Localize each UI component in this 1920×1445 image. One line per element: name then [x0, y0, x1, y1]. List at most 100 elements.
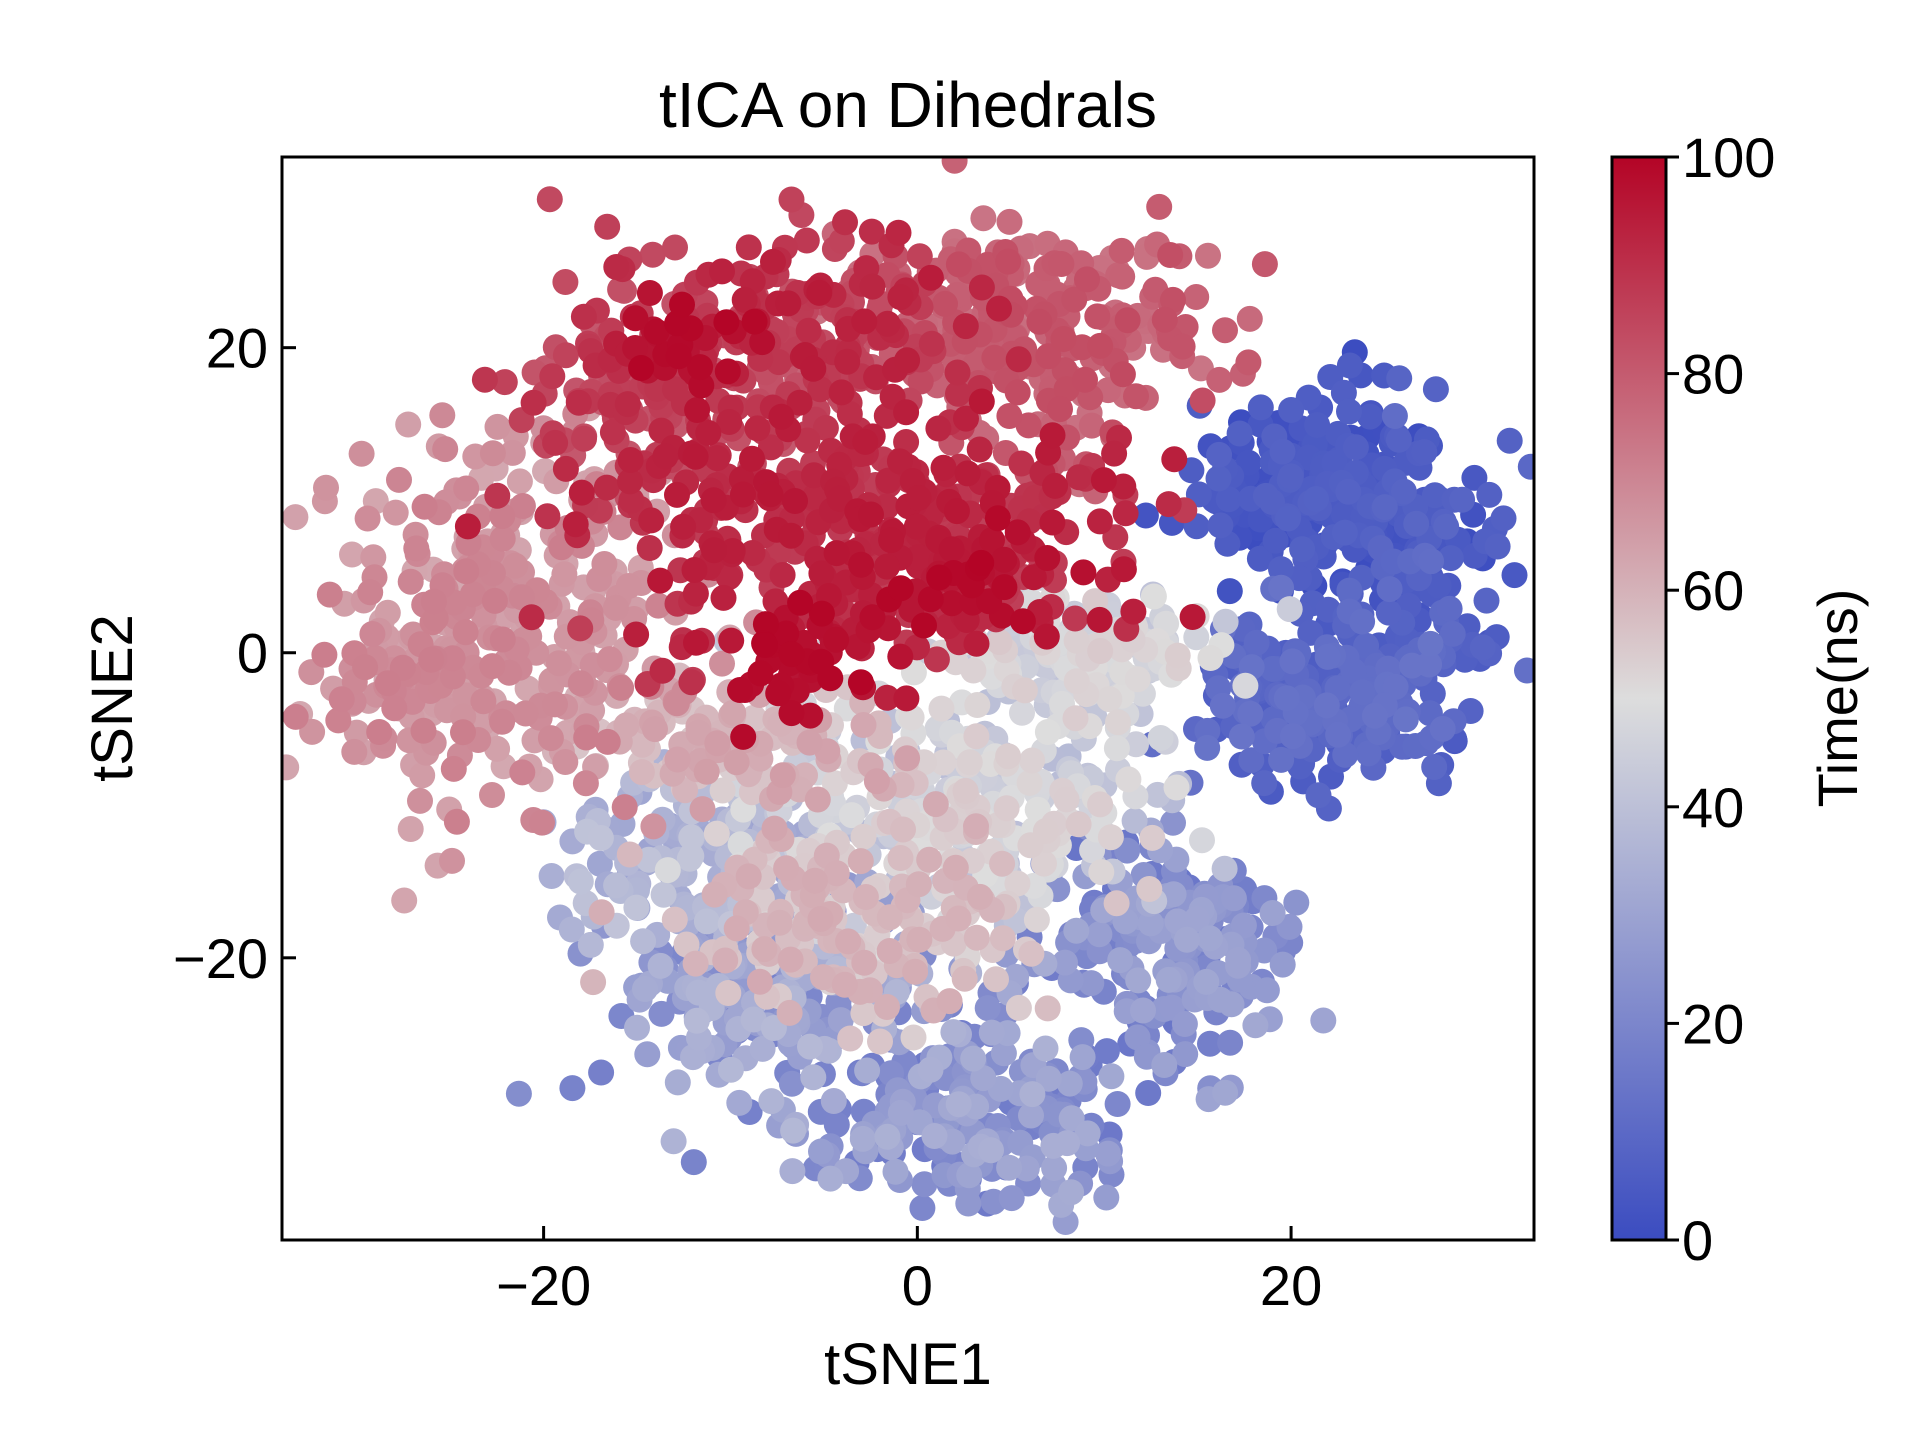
- scatter-point: [1289, 536, 1316, 563]
- scatter-point: [1069, 1044, 1096, 1071]
- scatter-point: [917, 1056, 944, 1083]
- scatter-point: [1146, 193, 1173, 220]
- scatter-point: [887, 845, 914, 871]
- scatter-point: [661, 906, 688, 933]
- scatter-point: [1399, 652, 1425, 679]
- scatter-point: [1074, 1120, 1101, 1147]
- scatter-point: [701, 537, 727, 564]
- scatter-point: [1041, 1155, 1068, 1181]
- scatter-point: [1197, 1030, 1223, 1057]
- scatter-point: [768, 403, 795, 430]
- scatter-point: [852, 884, 879, 910]
- scatter-point: [684, 397, 711, 423]
- scatter-point: [850, 712, 877, 738]
- scatter-point: [812, 415, 839, 441]
- scatter-point: [1336, 577, 1363, 604]
- scatter-point: [1433, 513, 1460, 540]
- scatter-point: [893, 685, 920, 712]
- scatter-point: [571, 425, 597, 452]
- scatter-point: [945, 1091, 972, 1118]
- scatter-point: [751, 936, 778, 963]
- scatter-point: [650, 881, 677, 908]
- scatter-point: [639, 241, 666, 268]
- scatter-point: [1193, 968, 1220, 995]
- scatter-point: [1017, 832, 1044, 859]
- scatter-point: [537, 725, 564, 752]
- scatter-point: [747, 660, 774, 687]
- scatter-point: [757, 434, 784, 461]
- scatter-point: [630, 928, 657, 955]
- scatter-point: [970, 205, 997, 232]
- scatter-point: [907, 368, 934, 395]
- scatter-point: [634, 1041, 661, 1068]
- scatter-point: [847, 848, 874, 875]
- scatter-point: [723, 749, 750, 776]
- scatter-point: [773, 855, 800, 882]
- scatter-point: [709, 777, 736, 804]
- scatter-point: [832, 209, 858, 236]
- scatter-point: [851, 308, 878, 335]
- scatter-point: [613, 712, 640, 739]
- scatter-point: [1310, 1007, 1337, 1034]
- scatter-point: [709, 650, 735, 677]
- scatter-point: [806, 279, 833, 306]
- scatter-point: [974, 995, 1001, 1022]
- scatter-point: [1112, 500, 1139, 527]
- scatter-point: [509, 493, 536, 519]
- scatter-point: [847, 669, 874, 696]
- scatter-point: [989, 850, 1016, 877]
- y-tick-label: 0: [237, 622, 268, 685]
- scatter-point: [695, 419, 722, 446]
- scatter-point: [439, 847, 465, 874]
- scatter-point: [780, 1117, 807, 1144]
- scatter-point: [902, 958, 929, 985]
- scatter-point: [1087, 332, 1114, 359]
- scatter-point: [1436, 595, 1463, 622]
- scatter-point: [823, 1111, 850, 1138]
- scatter-point: [1034, 545, 1061, 571]
- scatter-point: [328, 686, 355, 713]
- scatter-point: [1105, 709, 1131, 736]
- scatter-point: [998, 1185, 1025, 1212]
- scatter-point: [572, 770, 599, 797]
- scatter-point: [602, 594, 629, 621]
- scatter-point: [622, 335, 649, 361]
- colorbar-tick-label: 0: [1682, 1209, 1713, 1272]
- scatter-point: [938, 536, 965, 563]
- scatter-point: [837, 1025, 864, 1052]
- colorbar-tick-label: 40: [1682, 776, 1744, 839]
- scatter-point: [1173, 926, 1200, 953]
- scatter-point: [520, 389, 547, 416]
- scatter-point: [823, 860, 850, 887]
- scatter-point: [905, 544, 931, 571]
- scatter-point: [1093, 1038, 1120, 1065]
- scatter-point: [1212, 317, 1238, 344]
- scatter-point: [995, 743, 1022, 770]
- scatter-point: [502, 552, 529, 579]
- scatter-point: [890, 816, 916, 843]
- scatter-point: [512, 700, 539, 727]
- scatter-point: [1212, 608, 1239, 635]
- scatter-point: [680, 1149, 707, 1176]
- scatter-point: [678, 824, 705, 851]
- scatter-point: [717, 1056, 744, 1083]
- scatter-point: [795, 317, 822, 344]
- scatter-point: [757, 481, 784, 508]
- scatter-point: [1005, 994, 1032, 1021]
- scatter-point: [1163, 774, 1190, 801]
- scatter-point: [867, 1028, 893, 1055]
- scatter-point: [808, 1138, 834, 1165]
- scatter-point: [1009, 699, 1035, 726]
- scatter-point: [906, 926, 933, 953]
- scatter-point: [1018, 1102, 1044, 1129]
- scatter-point: [989, 925, 1016, 952]
- scatter-point: [968, 549, 995, 576]
- scatter-point: [761, 815, 788, 842]
- scatter-point: [1251, 251, 1278, 278]
- scatter-point: [1207, 512, 1234, 539]
- scatter-point: [1020, 564, 1047, 591]
- scatter-point: [1237, 700, 1264, 727]
- scatter-point: [735, 863, 762, 890]
- scatter-point: [714, 358, 741, 385]
- scatter-point: [636, 280, 663, 306]
